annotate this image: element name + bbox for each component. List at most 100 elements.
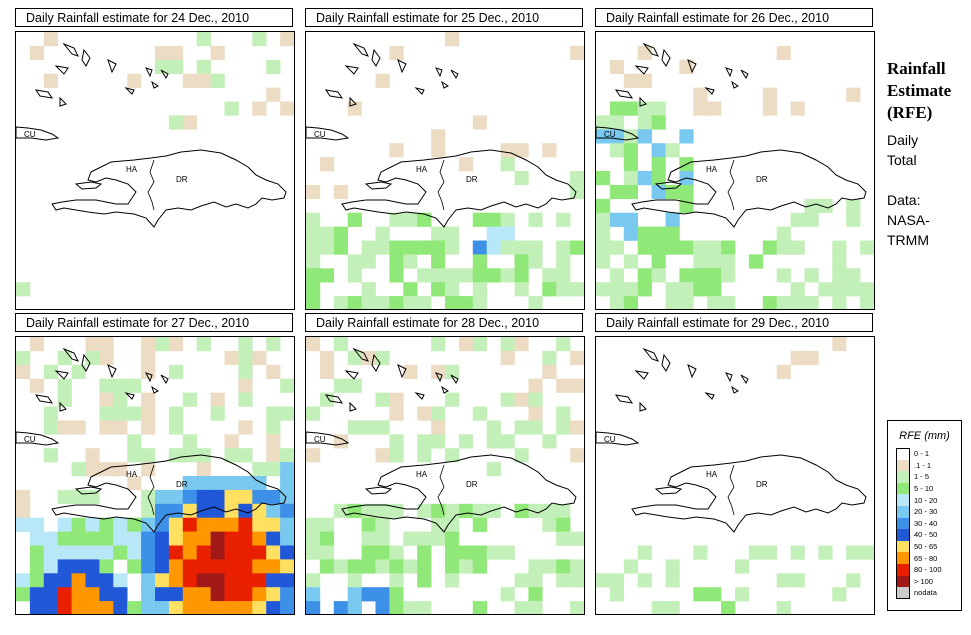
rain-cell: [252, 32, 267, 47]
rain-cell: [417, 212, 432, 227]
rain-cell: [168, 545, 184, 560]
rain-cell: [431, 282, 446, 297]
rain-cell: [375, 517, 390, 532]
bahamas-island: [352, 42, 369, 57]
legend-swatch: [896, 529, 910, 541]
rain-cell: [665, 573, 680, 588]
rain-cell: [570, 184, 584, 200]
rain-cell: [431, 143, 446, 158]
label-haiti: HA: [706, 470, 718, 479]
rain-cell: [570, 559, 584, 574]
rain-cell: [127, 517, 142, 532]
daily-text: Daily: [887, 132, 919, 148]
rainfall-map: CU HA DR: [305, 336, 585, 615]
rain-cell: [514, 573, 529, 588]
rain-cell: [500, 587, 515, 602]
bahamas-island: [81, 353, 91, 372]
hispaniola-coastline: [631, 454, 867, 533]
rain-cell: [417, 448, 432, 463]
rain-cell: [238, 378, 253, 393]
rain-cell: [500, 226, 515, 241]
label-haiti: HA: [126, 470, 138, 479]
legend-item: 30 - 40: [888, 517, 961, 530]
legend-label: 80 - 100: [914, 565, 942, 575]
rain-cell: [210, 392, 225, 407]
rain-cell: [99, 378, 114, 393]
rain-cell: [280, 462, 294, 477]
label-dominican-republic: DR: [466, 480, 478, 489]
rain-cell: [637, 240, 652, 255]
rain-cell: [127, 406, 142, 421]
rain-cell: [252, 559, 267, 574]
rain-cell: [693, 282, 708, 297]
rain-cell: [431, 226, 446, 241]
rain-cell: [57, 420, 72, 435]
rain-cell: [721, 254, 736, 269]
rain-cell: [445, 503, 460, 518]
bahamas-island: [324, 89, 344, 99]
rain-cell: [556, 378, 571, 393]
rain-cell: [16, 503, 31, 518]
rain-cell: [196, 73, 211, 88]
rain-cell: [252, 101, 267, 116]
rainfall-map: CU HA DR: [15, 336, 295, 615]
legend-swatch: [896, 552, 910, 564]
rain-cell: [155, 531, 170, 546]
rain-cell: [224, 517, 239, 532]
label-cuba: CU: [604, 130, 616, 139]
rain-cell: [196, 489, 211, 505]
bahamas-island: [704, 392, 715, 400]
rain-cell: [609, 587, 625, 602]
rain-cell: [832, 282, 847, 297]
rain-cell: [238, 448, 253, 463]
rain-cell: [141, 587, 156, 602]
rain-cell: [528, 296, 543, 309]
rain-cell: [556, 406, 571, 421]
bahamas-island: [414, 87, 425, 95]
rain-cell: [403, 531, 418, 546]
rain-cell: [445, 268, 460, 283]
rain-cell: [818, 545, 833, 560]
rain-cell: [333, 184, 348, 200]
rain-cell: [266, 601, 281, 614]
rain-cell: [528, 601, 543, 614]
rain-cell: [252, 587, 267, 602]
rain-cell: [306, 573, 321, 588]
bahamas-island: [344, 65, 359, 75]
map-canvas: CU HA DR: [596, 337, 874, 614]
rain-cell: [127, 378, 142, 393]
rain-cell: [196, 545, 211, 560]
rain-cell: [514, 254, 529, 269]
rain-cell: [445, 392, 460, 407]
rain-cell: [182, 517, 197, 532]
rain-cell: [155, 489, 170, 505]
panel-title: Daily Rainfall estimate for 28 Dec., 201…: [305, 313, 583, 332]
rain-cell: [514, 337, 529, 352]
rain-cell: [319, 240, 335, 255]
bahamas-island: [34, 394, 54, 404]
rain-cell: [266, 489, 281, 505]
bahamas-island: [639, 96, 647, 107]
gonave-island: [74, 181, 103, 190]
rain-cell: [182, 503, 197, 518]
rain-cell: [306, 531, 321, 546]
rain-cell: [224, 101, 239, 116]
nasa-text: NASA-: [887, 212, 930, 228]
rain-cell: [556, 503, 571, 518]
rain-cell: [196, 601, 211, 614]
rain-cell: [141, 337, 156, 352]
rain-cell: [306, 337, 321, 352]
rain-cell: [29, 545, 45, 560]
legend-item: 40 - 50: [888, 529, 961, 541]
gonave-island: [74, 486, 103, 495]
rain-cell: [182, 573, 197, 588]
bahamas-island: [151, 80, 159, 89]
rain-cell: [266, 448, 281, 463]
rain-cell: [375, 392, 390, 407]
rain-cell: [280, 601, 294, 614]
rain-cell: [306, 226, 321, 241]
bahamas-island: [450, 374, 459, 385]
rain-cell: [790, 350, 805, 366]
rain-cell: [361, 531, 376, 546]
rain-cell: [623, 212, 638, 227]
